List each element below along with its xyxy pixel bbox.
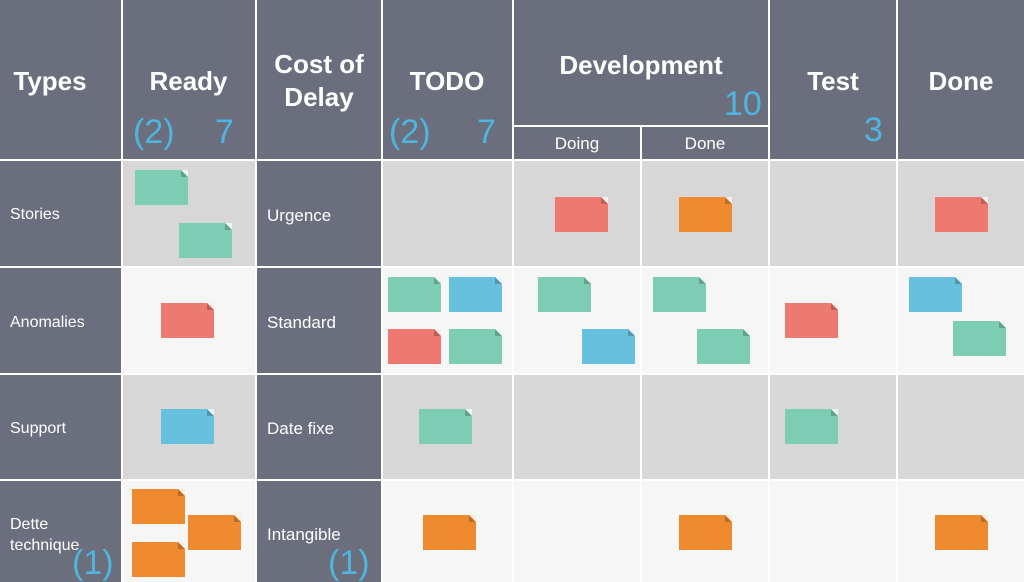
development-wip-limit: 10	[724, 85, 762, 123]
type-support: Support	[10, 420, 67, 437]
todo-class-limit: (2)	[389, 113, 431, 151]
card[interactable]	[679, 515, 732, 550]
header-todo: TODO	[409, 66, 485, 96]
type-dette-line1: Dette	[10, 516, 49, 533]
divider	[512, 125, 769, 127]
card[interactable]	[785, 303, 838, 338]
divider	[640, 126, 642, 582]
card[interactable]	[935, 515, 988, 550]
card[interactable]	[135, 170, 188, 205]
type-dette-line2: technique	[10, 537, 80, 554]
card[interactable]	[161, 409, 214, 444]
ready-wip-limit: 7	[215, 113, 234, 151]
divider	[896, 0, 898, 582]
card[interactable]	[679, 197, 732, 232]
header-development: Development	[559, 50, 723, 80]
card[interactable]	[909, 277, 962, 312]
row-support-bg	[382, 374, 1024, 480]
type-anomalies: Anomalies	[10, 314, 85, 331]
card[interactable]	[449, 329, 502, 364]
card[interactable]	[179, 223, 232, 258]
divider	[121, 0, 123, 582]
card[interactable]	[388, 329, 441, 364]
cod-urgence: Urgence	[267, 206, 332, 225]
dette-type-limit: (1)	[72, 544, 114, 582]
card[interactable]	[582, 329, 635, 364]
types-column	[0, 160, 122, 582]
divider	[381, 0, 383, 582]
divider	[512, 0, 514, 582]
card[interactable]	[953, 321, 1006, 356]
header-cost-of-delay-line1: Cost of	[274, 49, 364, 79]
cod-standard: Standard	[267, 313, 336, 332]
card[interactable]	[785, 409, 838, 444]
cost-of-delay-column	[257, 160, 382, 582]
todo-wip-limit: 7	[477, 113, 496, 151]
test-wip-limit: 3	[864, 111, 883, 149]
card[interactable]	[388, 277, 441, 312]
header-types: Types	[13, 66, 87, 96]
cod-date-fixe: Date fixe	[267, 419, 335, 438]
card[interactable]	[653, 277, 706, 312]
divider	[0, 479, 1024, 481]
card[interactable]	[419, 409, 472, 444]
card[interactable]	[555, 197, 608, 232]
cod-intangible: Intangible	[267, 525, 341, 544]
header-test: Test	[807, 66, 859, 96]
card[interactable]	[423, 515, 476, 550]
intangible-cod-limit: (1)	[328, 544, 370, 582]
card[interactable]	[538, 277, 591, 312]
header-done: Done	[928, 66, 994, 96]
header-development-doing: Doing	[554, 134, 600, 153]
card[interactable]	[188, 515, 241, 550]
divider	[0, 266, 1024, 268]
card[interactable]	[449, 277, 502, 312]
header-ready: Ready	[149, 66, 228, 96]
divider	[768, 0, 770, 582]
header-development-done: Done	[684, 134, 726, 153]
ready-class-limit: (2)	[133, 113, 175, 151]
divider	[0, 159, 1024, 161]
divider	[255, 0, 257, 582]
card[interactable]	[132, 489, 185, 524]
card[interactable]	[161, 303, 214, 338]
divider	[0, 373, 1024, 375]
header-cost-of-delay-line2: Delay	[284, 82, 354, 112]
card[interactable]	[935, 197, 988, 232]
card[interactable]	[132, 542, 185, 577]
type-stories: Stories	[10, 206, 60, 223]
card[interactable]	[697, 329, 750, 364]
